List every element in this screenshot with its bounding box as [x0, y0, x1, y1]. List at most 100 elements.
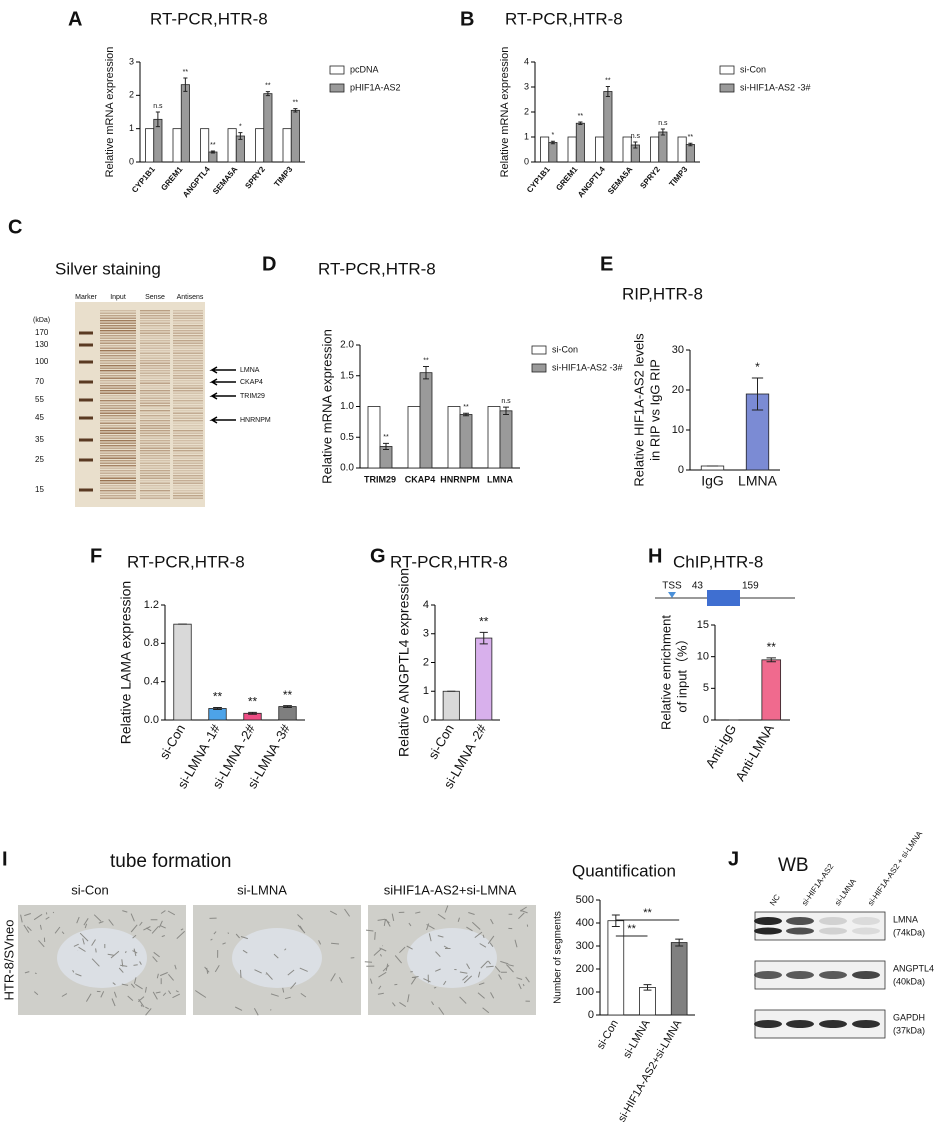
- chart-title: Quantification: [572, 861, 676, 880]
- significance-label: **: [627, 923, 636, 935]
- protein-band: [100, 465, 136, 467]
- bar: [603, 91, 613, 163]
- protein-band: [140, 347, 170, 349]
- protein-band: [140, 332, 170, 334]
- protein-band: [100, 412, 136, 414]
- x-tick-label: GREM1: [554, 164, 580, 192]
- marker-label: 15: [35, 485, 44, 494]
- micrograph-glow: [232, 928, 322, 988]
- y-tick-label: 0: [423, 714, 429, 726]
- error-bar: [210, 150, 215, 154]
- bar: [235, 135, 245, 163]
- y-axis-label: Relative ANGPTL4 expression: [396, 568, 412, 757]
- protein-band: [100, 392, 136, 394]
- protein-band: [100, 340, 136, 342]
- chart-title: RT-PCR,HTR-8: [318, 259, 436, 278]
- blot-band: [852, 927, 880, 935]
- protein-band: [100, 495, 136, 497]
- protein-band: [100, 385, 136, 387]
- protein-band: [173, 465, 203, 467]
- bar: [595, 136, 605, 163]
- legend-label: si-HIF1A-AS2 -3#: [552, 362, 623, 372]
- protein-band: [140, 322, 170, 324]
- x-tick-label: SEMA5A: [606, 165, 634, 196]
- protein-band: [173, 415, 203, 417]
- protein-band: [173, 417, 203, 419]
- x-tick-label: si-LMNA: [621, 1017, 653, 1060]
- protein-band: [173, 487, 203, 489]
- protein-band: [140, 397, 170, 399]
- protein-band: [140, 362, 170, 364]
- protein-band: [140, 495, 170, 497]
- protein-band: [100, 337, 136, 339]
- bar: [607, 920, 625, 1016]
- protein-band: [100, 425, 136, 427]
- protein-band: [173, 452, 203, 454]
- protein-band: [140, 382, 170, 384]
- protein-band: [173, 337, 203, 339]
- protein-band: [100, 407, 136, 409]
- marker-band: [79, 380, 93, 384]
- error-bar: [643, 984, 652, 991]
- marker-label: 170: [35, 328, 49, 337]
- protein-band: [173, 442, 203, 444]
- y-tick-label: 0.0: [340, 463, 354, 474]
- lane-label: Sense: [145, 294, 165, 301]
- band-label: CKAP4: [240, 379, 263, 386]
- protein-band: [100, 432, 136, 434]
- protein-band: [173, 322, 203, 324]
- blot-band: [754, 971, 782, 979]
- protein-band: [100, 472, 136, 474]
- protein-band: [140, 420, 170, 422]
- x-tick-label: SPRY2: [243, 164, 267, 190]
- protein-band: [100, 440, 136, 442]
- bar: [540, 136, 550, 163]
- y-tick-label: 200: [576, 963, 594, 975]
- significance-label: **: [210, 142, 216, 149]
- blot-band: [786, 971, 814, 979]
- significance-label: **: [183, 69, 189, 76]
- protein-band: [173, 312, 203, 314]
- protein-band: [100, 382, 136, 384]
- protein-band: [173, 347, 203, 349]
- protein-band: [100, 492, 136, 494]
- protein-band: [100, 415, 136, 417]
- x-tick-label: SEMA5A: [211, 165, 239, 196]
- significance-label: **: [293, 100, 299, 107]
- bar: [650, 136, 660, 163]
- protein-band: [140, 327, 170, 329]
- protein-band: [173, 377, 203, 379]
- y-axis-label: of input（%）: [674, 632, 689, 712]
- protein-band: [173, 380, 203, 382]
- protein-band: [100, 320, 136, 322]
- protein-band: [173, 425, 203, 427]
- protein-band: [100, 410, 136, 412]
- bar: [227, 128, 237, 163]
- protein-band: [100, 395, 136, 397]
- y-tick-label: 5: [703, 682, 709, 694]
- error-bar: [183, 77, 188, 92]
- x-tick-label: Anti-IgG: [702, 722, 739, 771]
- y-tick-label: 0: [678, 464, 684, 476]
- error-bar: [660, 128, 665, 136]
- error-bar: [766, 657, 776, 663]
- protein-band: [140, 447, 170, 449]
- protein-band: [173, 320, 203, 322]
- protein-band: [173, 325, 203, 327]
- gel-image: [75, 302, 205, 507]
- protein-band: [173, 400, 203, 402]
- significance-label: **: [265, 83, 271, 90]
- protein-band: [173, 485, 203, 487]
- protein-size: (74kDa): [893, 927, 925, 937]
- y-tick-label: 1: [129, 123, 134, 133]
- significance-label: **: [767, 640, 777, 654]
- error-bar: [751, 377, 764, 411]
- protein-band: [173, 457, 203, 459]
- panel-letter: J: [728, 848, 739, 870]
- protein-band: [140, 402, 170, 404]
- protein-band: [100, 477, 136, 479]
- error-bar: [605, 86, 610, 97]
- protein-band: [140, 427, 170, 429]
- blot-band: [754, 1020, 782, 1028]
